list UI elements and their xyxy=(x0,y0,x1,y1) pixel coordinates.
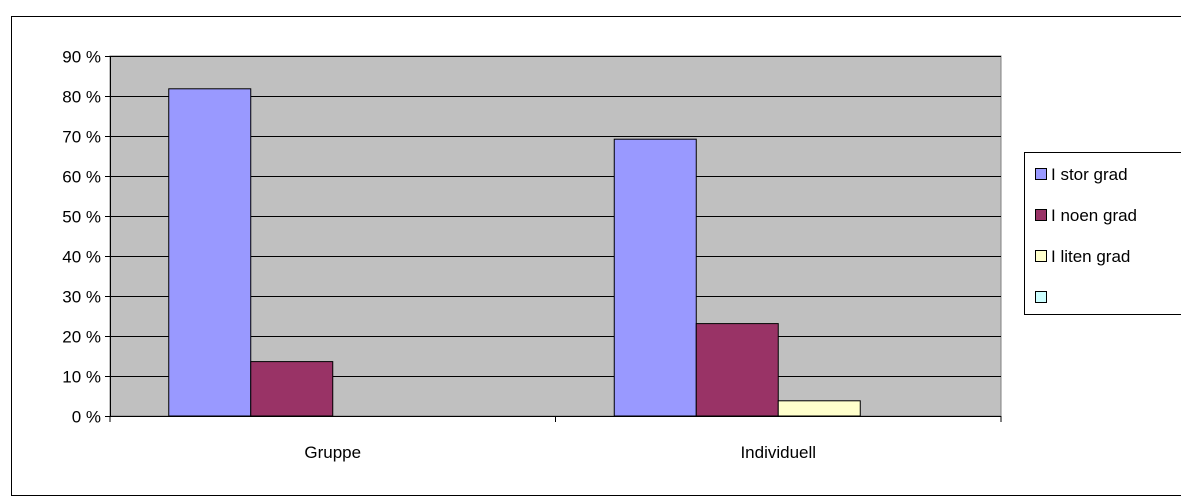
y-tick-label: 10 % xyxy=(62,368,101,387)
legend-swatch xyxy=(1036,169,1047,180)
y-tick-label: 30 % xyxy=(62,288,101,307)
x-tick-label: Gruppe xyxy=(304,443,361,462)
x-tick-label: Individuell xyxy=(740,443,816,462)
legend-label: I noen grad xyxy=(1051,206,1137,225)
y-tick-label: 50 % xyxy=(62,208,101,227)
y-tick-label: 80 % xyxy=(62,88,101,107)
bar xyxy=(696,324,778,416)
y-tick-label: 70 % xyxy=(62,128,101,147)
bar xyxy=(614,139,696,416)
y-tick-label: 90 % xyxy=(62,48,101,67)
bar xyxy=(778,401,860,416)
y-tick-label: 40 % xyxy=(62,248,101,267)
legend-swatch xyxy=(1036,292,1047,303)
y-tick-label: 20 % xyxy=(62,328,101,347)
legend-label: I liten grad xyxy=(1051,247,1130,266)
y-tick-label: 60 % xyxy=(62,168,101,187)
y-tick-label: 0 % xyxy=(72,408,101,427)
legend-swatch xyxy=(1036,251,1047,262)
legend-swatch xyxy=(1036,210,1047,221)
bar xyxy=(251,362,333,416)
legend-label: I stor grad xyxy=(1051,165,1128,184)
bar xyxy=(169,89,251,416)
